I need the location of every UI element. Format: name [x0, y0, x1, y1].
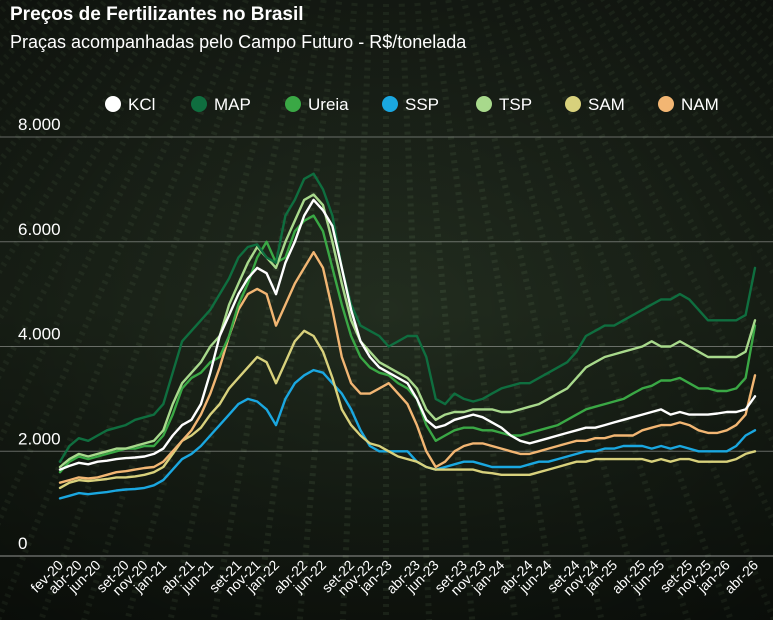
legend-marker-tsp — [476, 96, 492, 112]
legend-label-tsp: TSP — [499, 95, 532, 114]
y-tick-label: 8.000 — [18, 115, 61, 134]
legend-label-ssp: SSP — [405, 95, 439, 114]
series-line-kcl — [58, 198, 757, 471]
series-line-nam — [58, 251, 757, 484]
legend-marker-ssp — [382, 96, 398, 112]
legend-label-nam: NAM — [681, 95, 719, 114]
series-line-ssp — [58, 368, 757, 500]
chart-subtitle: Praças acompanhadas pelo Campo Futuro - … — [10, 32, 467, 52]
legend-label-sam: SAM — [588, 95, 625, 114]
y-tick-label: 6.000 — [18, 220, 61, 239]
chart-title: Preços de Fertilizantes no Brasil — [10, 4, 304, 25]
legend-label-kcl: KCl — [128, 95, 155, 114]
legend-marker-ureia — [285, 96, 301, 112]
y-tick-label: 4.000 — [18, 325, 61, 344]
series-line-map — [58, 172, 757, 463]
legend-marker-kcl — [105, 96, 121, 112]
legend-marker-map — [191, 96, 207, 112]
legend-marker-sam — [565, 96, 581, 112]
y-tick-label: 0 — [18, 534, 27, 553]
series-line-ureia — [58, 214, 757, 474]
legend-marker-nam — [658, 96, 674, 112]
legend-label-ureia: Ureia — [308, 95, 349, 114]
series-line-sam — [58, 329, 757, 490]
series-line-tsp — [58, 193, 757, 469]
legend-label-map: MAP — [214, 95, 251, 114]
y-tick-label: 2.000 — [18, 429, 61, 448]
